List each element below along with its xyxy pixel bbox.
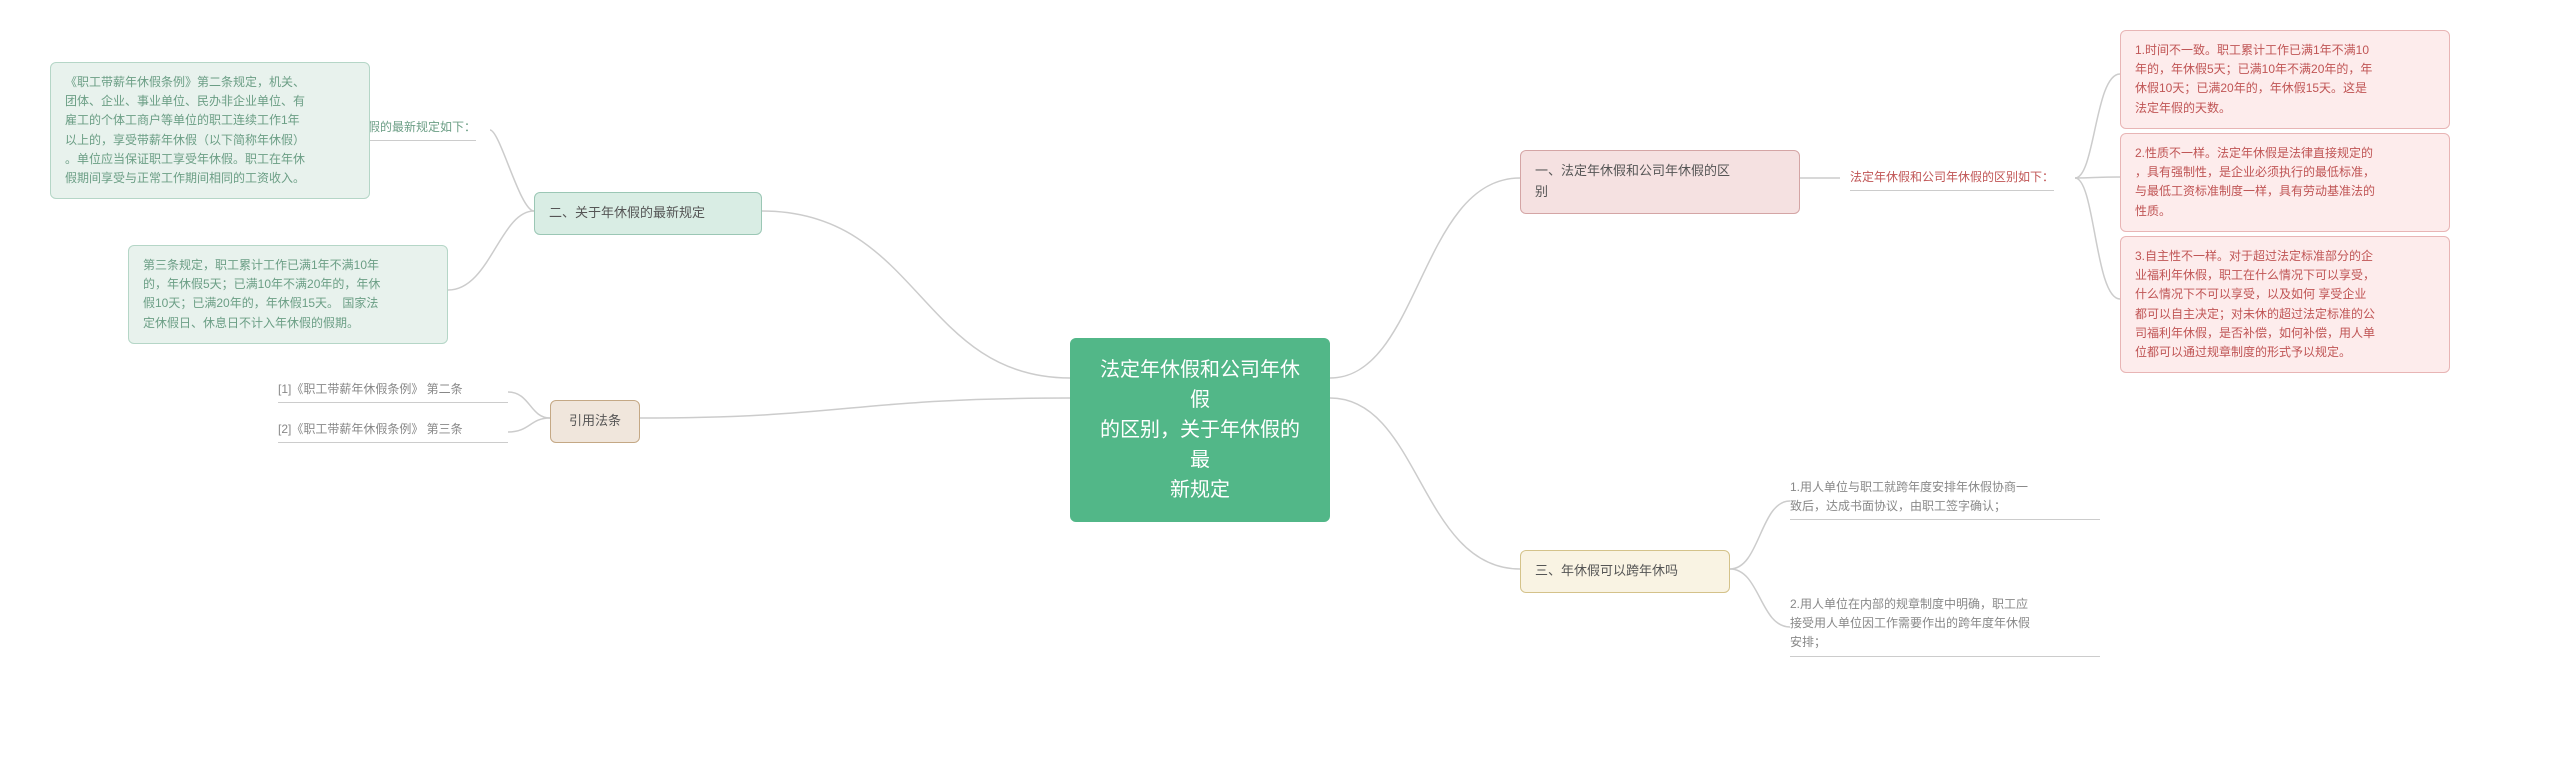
center-node[interactable]: 法定年休假和公司年休假 的区别，关于年休假的最 新规定 (1070, 338, 1330, 522)
branch-three-child-2: 2.用人单位在内部的规章制度中明确，职工应 接受用人单位因工作需要作出的跨年度年… (1790, 595, 2100, 657)
branch-three-child-1: 1.用人单位与职工就跨年度安排年休假协商一 致后，达成书面协议，由职工签字确认； (1790, 478, 2100, 520)
branch-ref[interactable]: 引用法条 (550, 400, 640, 443)
branch-two-child-1: 《职工带薪年休假条例》第二条规定，机关、 团体、企业、事业单位、民办非企业单位、… (50, 62, 370, 199)
branch-two[interactable]: 二、关于年休假的最新规定 (534, 192, 762, 235)
branch-three[interactable]: 三、年休假可以跨年休吗 (1520, 550, 1730, 593)
branch-one-child-1: 1.时间不一致。职工累计工作已满1年不满10 年的，年休假5天；已满10年不满2… (2120, 30, 2450, 129)
branch-one-child-2: 2.性质不一样。法定年休假是法律直接规定的 ，具有强制性，是企业必须执行的最低标… (2120, 133, 2450, 232)
branch-ref-child-1: [1]《职工带薪年休假条例》 第二条 (278, 380, 508, 403)
branch-ref-child-2: [2]《职工带薪年休假条例》 第三条 (278, 420, 508, 443)
branch-one[interactable]: 一、法定年休假和公司年休假的区 别 (1520, 150, 1800, 214)
branch-one-child-3: 3.自主性不一样。对于超过法定标准部分的企 业福利年休假，职工在什么情况下可以享… (2120, 236, 2450, 373)
branch-two-child-2: 第三条规定，职工累计工作已满1年不满10年 的，年休假5天；已满10年不满20年… (128, 245, 448, 344)
branch-one-link: 法定年休假和公司年休假的区别如下： (1850, 168, 2054, 191)
